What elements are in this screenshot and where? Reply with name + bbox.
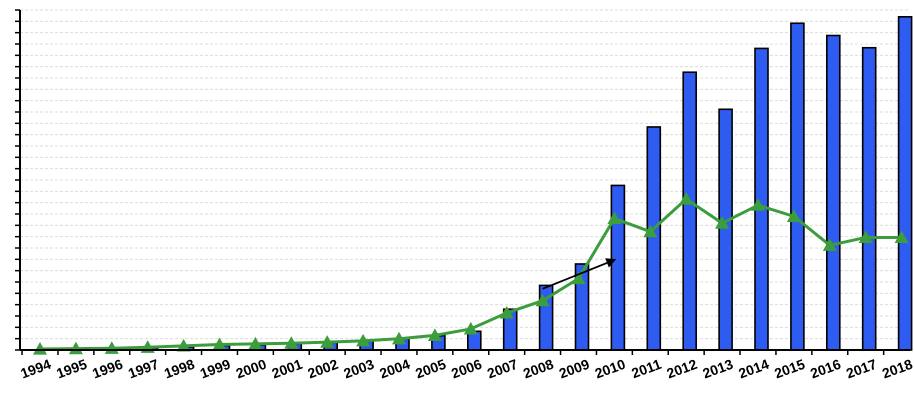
line-point-2011: [643, 224, 658, 238]
bar-2018: [897, 15, 913, 351]
annotation-arrow: [542, 258, 617, 290]
x-tick-label-1995: 1995: [54, 356, 89, 382]
x-tick-label-2006: 2006: [449, 356, 484, 382]
x-tick-label-2012: 2012: [664, 356, 699, 382]
x-tick-label-2009: 2009: [557, 356, 592, 382]
bar-2013: [718, 108, 733, 351]
line-point-2009: [571, 271, 586, 285]
line-point-2012: [679, 192, 694, 205]
x-tick-label-2011: 2011: [629, 356, 663, 381]
x-tick-label-2018: 2018: [880, 356, 914, 382]
line-point-2014: [751, 198, 765, 211]
annotations: [542, 258, 617, 290]
bar-2010: [610, 184, 626, 351]
line-point-2001: [284, 336, 299, 349]
bar-2015: [790, 22, 805, 351]
x-tick-label-1998: 1998: [162, 356, 197, 382]
line-point-1999: [212, 337, 227, 351]
line-point-2000: [248, 336, 263, 350]
x-tick-label-2008: 2008: [521, 356, 556, 382]
line-point-2015: [786, 209, 801, 222]
x-tick-label-2014: 2014: [736, 356, 771, 382]
line-point-2006: [463, 321, 478, 335]
bar-2012: [682, 71, 698, 351]
x-tick-label-1996: 1996: [90, 356, 125, 382]
x-tick-label-2017: 2017: [844, 356, 879, 382]
x-tick-label-2004: 2004: [377, 356, 412, 382]
line-point-2016: [822, 238, 837, 251]
x-tick-label-1994: 1994: [18, 356, 53, 382]
line-point-2008: [535, 293, 550, 307]
bar-2017: [861, 46, 877, 351]
line-series: [33, 192, 909, 355]
line-point-1994: [33, 341, 47, 355]
x-tick-label-2003: 2003: [341, 356, 376, 382]
x-tick-label-2015: 2015: [772, 356, 807, 382]
line-point-2005: [427, 328, 442, 341]
x-tick-label-1999: 1999: [198, 356, 233, 382]
bar-2016: [825, 34, 841, 351]
line-point-2018: [894, 230, 909, 244]
line-point-1998: [176, 338, 191, 352]
line-point-2002: [320, 335, 335, 348]
x-tick-label-2010: 2010: [593, 356, 628, 382]
x-tick-label-1997: 1997: [126, 356, 161, 382]
x-tick-labels: 1994 1995 1996 1997 1998 1999 2000 2001 2002 2003…: [18, 356, 914, 382]
line-point-2010: [607, 211, 622, 225]
bar-2014: [754, 47, 769, 351]
line-point-2007: [499, 305, 514, 319]
bar-2011: [646, 126, 662, 351]
grid: [20, 9, 910, 340]
line-point-2003: [356, 333, 371, 347]
x-tick-label-2005: 2005: [413, 356, 448, 382]
line-point-1995: [68, 341, 83, 355]
x-tick-label-2000: 2000: [234, 356, 269, 382]
x-tick-label-2016: 2016: [808, 356, 843, 382]
x-tick-label-2013: 2013: [700, 356, 735, 382]
x-tick-label-2001: 2001: [270, 356, 305, 382]
line-point-2004: [392, 331, 406, 345]
x-tick-label-2002: 2002: [305, 356, 340, 382]
line-point-2017: [858, 230, 873, 244]
axes: [15, 9, 910, 355]
x-tick-label-2007: 2007: [485, 356, 520, 382]
line-point-2013: [715, 216, 730, 229]
